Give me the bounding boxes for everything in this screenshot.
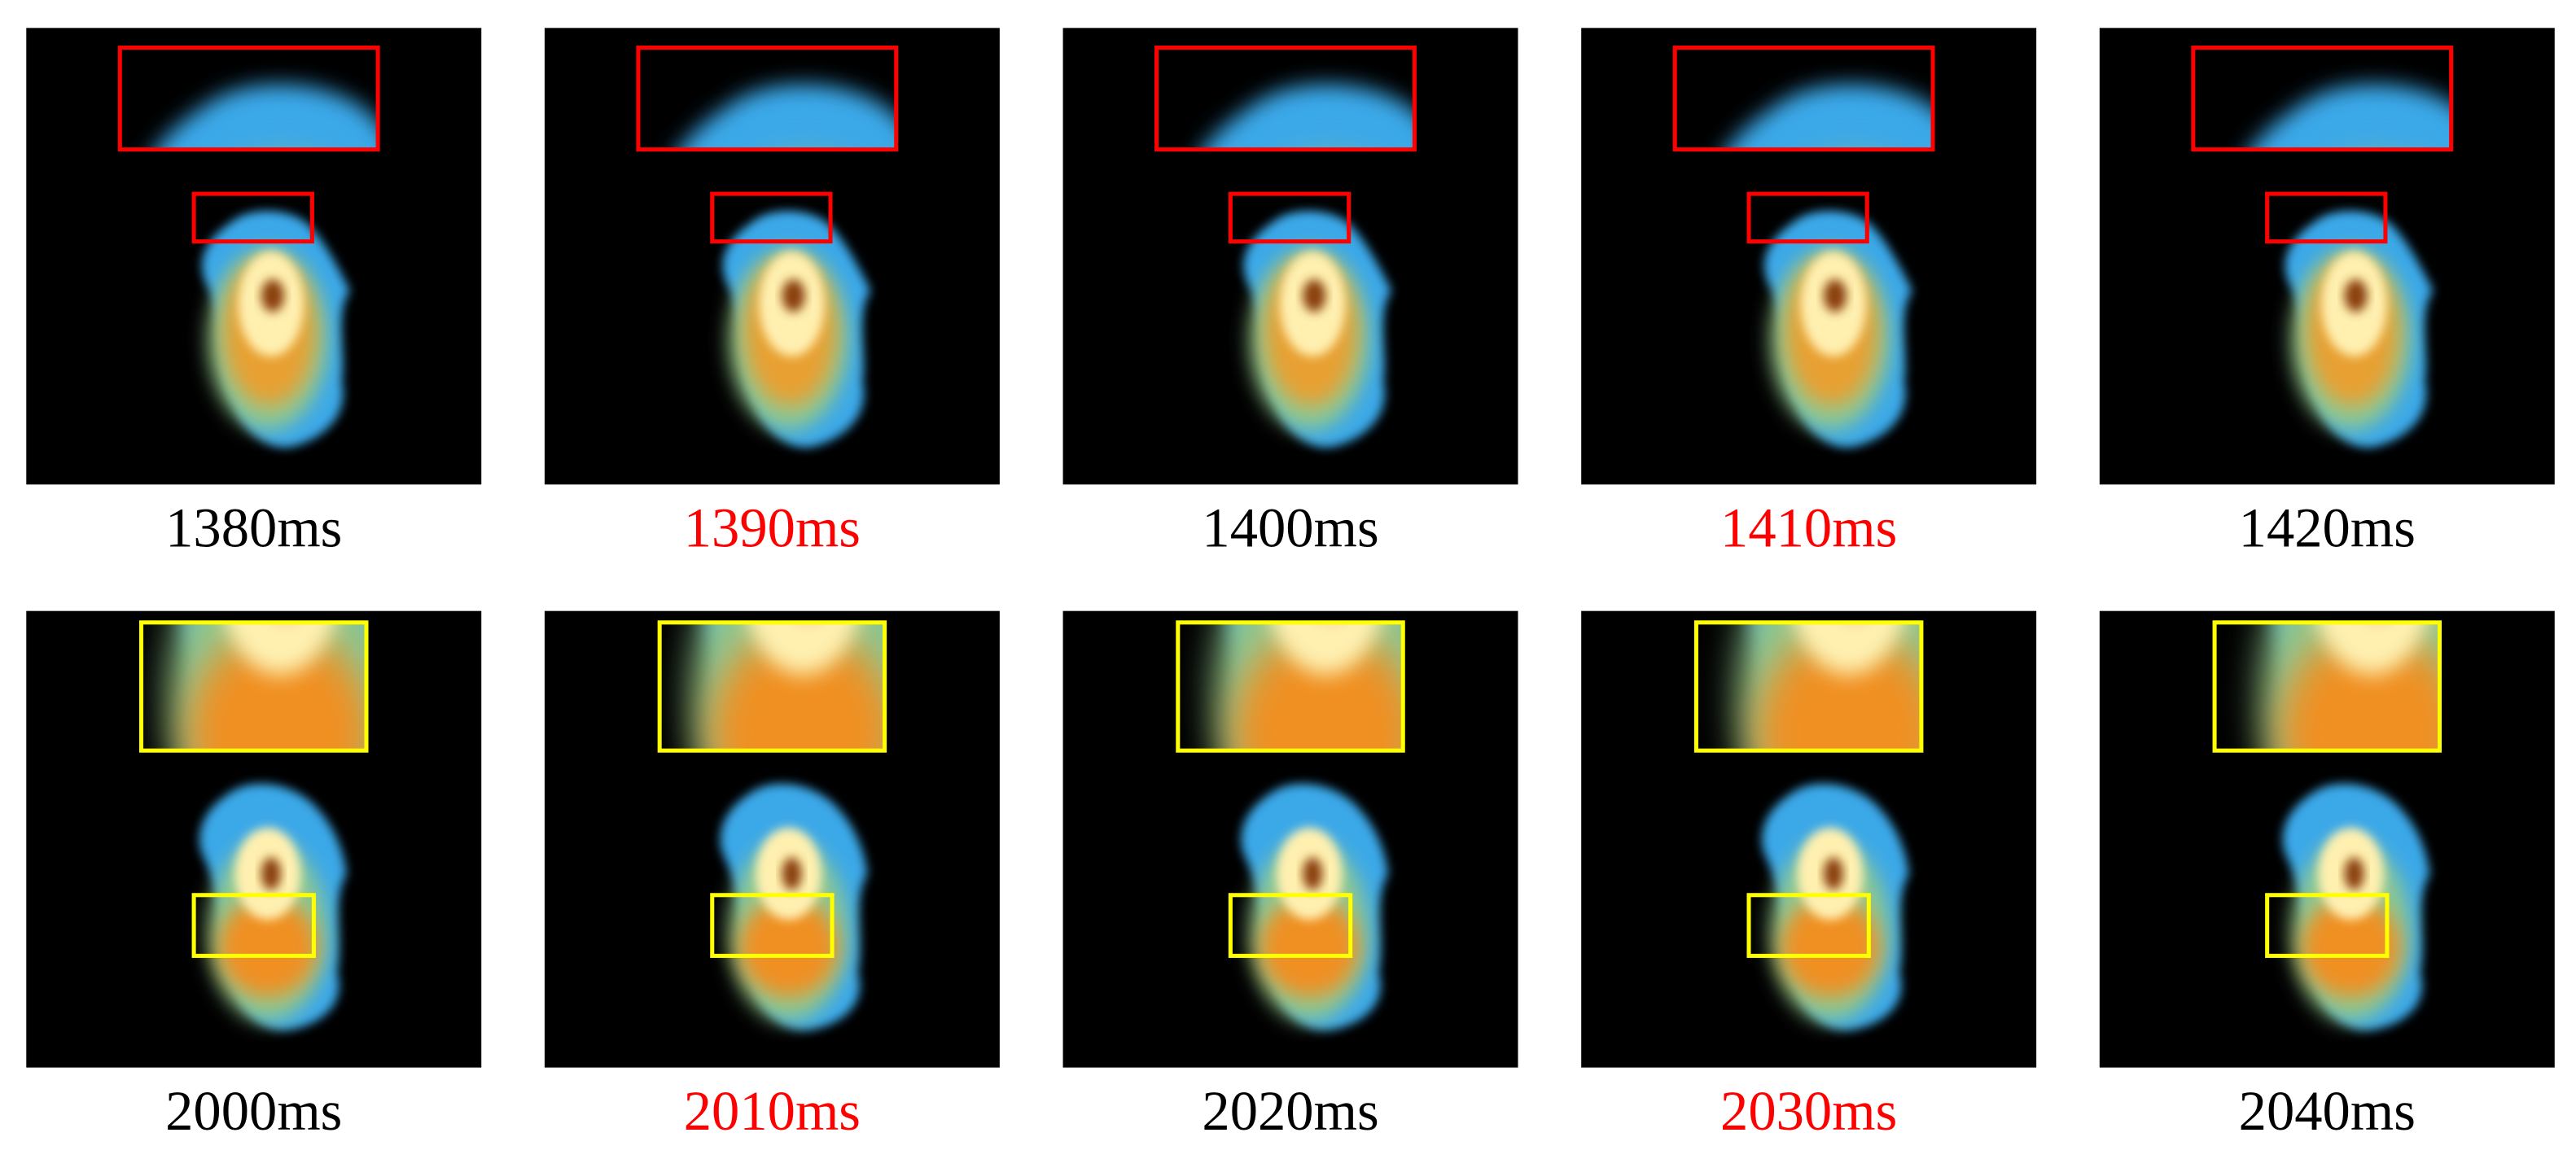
zoom-box xyxy=(1672,46,1935,152)
panel: 2040ms xyxy=(2099,610,2555,1142)
zoom-inset xyxy=(1156,47,1415,150)
time-label: 1420ms xyxy=(2239,497,2416,559)
panel: 2030ms xyxy=(1581,610,2037,1142)
panel: 1390ms xyxy=(544,28,1000,559)
region-box xyxy=(1746,893,1871,958)
time-label: 1400ms xyxy=(1202,497,1378,559)
time-label: 2000ms xyxy=(165,1080,342,1142)
time-label: 2040ms xyxy=(2239,1080,2416,1142)
panel: 2020ms xyxy=(1062,610,1518,1142)
time-label: 2010ms xyxy=(684,1080,861,1142)
panel: 1380ms xyxy=(26,28,482,559)
time-label: 2030ms xyxy=(1720,1080,1897,1142)
region-box xyxy=(1228,191,1352,244)
zoom-box xyxy=(1693,620,1924,753)
zoom-inset xyxy=(637,47,896,150)
time-label: 1380ms xyxy=(165,497,342,559)
zoom-box xyxy=(657,620,887,753)
panel: 1410ms xyxy=(1581,28,2037,559)
time-label: 1410ms xyxy=(1720,497,1897,559)
zoom-inset xyxy=(2193,47,2555,150)
region-box xyxy=(191,191,314,244)
region-box xyxy=(191,893,316,958)
zoom-inset xyxy=(2215,622,2520,751)
zoom-inset xyxy=(1675,47,1934,150)
time-label: 2020ms xyxy=(1202,1080,1378,1142)
region-box xyxy=(710,191,833,244)
region-box xyxy=(2265,893,2390,958)
panel: 2000ms xyxy=(26,610,482,1142)
zoom-box xyxy=(2191,46,2454,152)
zoom-box xyxy=(636,46,899,152)
zoom-box xyxy=(117,46,380,152)
zoom-inset xyxy=(1177,622,1404,751)
time-label: 1390ms xyxy=(684,497,861,559)
zoom-box xyxy=(1176,620,1405,753)
zoom-inset xyxy=(1696,622,1921,751)
zoom-inset xyxy=(141,622,428,751)
region-box xyxy=(1746,191,1869,244)
region-box xyxy=(2265,191,2388,244)
zoom-inset xyxy=(659,622,885,751)
panel: 1400ms xyxy=(1062,28,1518,559)
zoom-box xyxy=(139,620,369,753)
zoom-box xyxy=(2212,620,2442,753)
region-box xyxy=(1228,893,1353,958)
region-box xyxy=(710,893,835,958)
zoom-box xyxy=(1154,46,1417,152)
zoom-inset xyxy=(120,47,379,150)
panel: 1420ms xyxy=(2099,28,2555,559)
panel: 2010ms xyxy=(544,610,1000,1142)
